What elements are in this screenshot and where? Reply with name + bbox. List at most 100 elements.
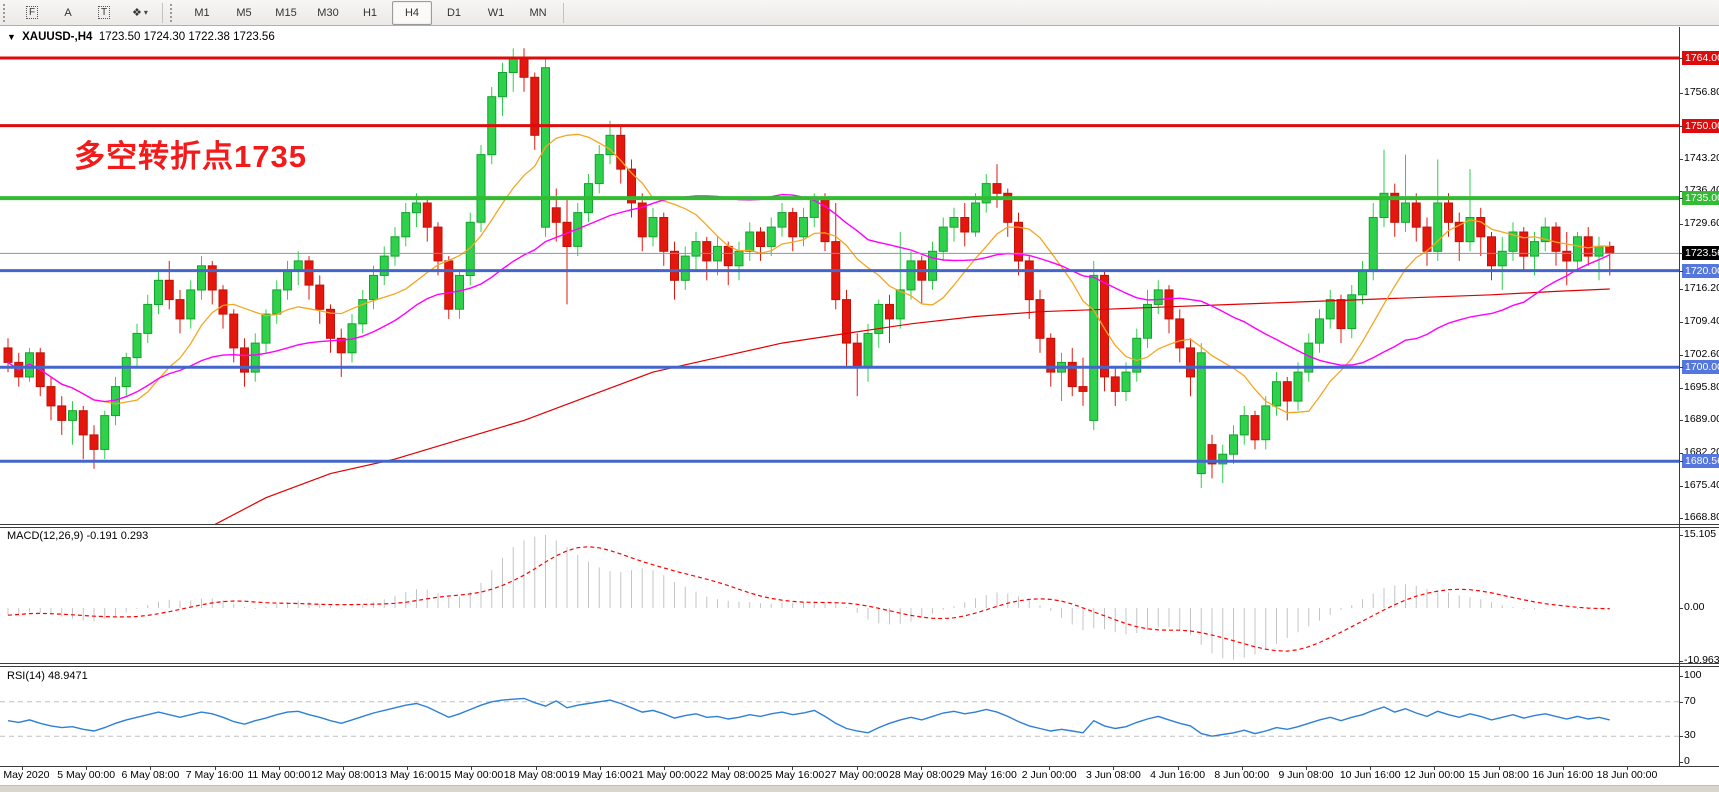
candle-bullish (132, 332, 142, 359)
toolbar-grip[interactable] (3, 3, 10, 22)
candle-bullish (1540, 226, 1550, 243)
timeframe-button-m1[interactable]: M1 (194, 6, 210, 19)
candle-bullish (648, 217, 658, 238)
candle-bullish (949, 217, 959, 228)
main-chart[interactable] (0, 27, 1719, 524)
candle-bearish (1014, 221, 1023, 262)
time-tick-mark (86, 766, 88, 770)
time-tick-mark (728, 766, 730, 770)
macd-panel[interactable] (0, 528, 1719, 663)
price-level-label: 1735.00 (1682, 191, 1719, 206)
candle-bullish (605, 134, 615, 156)
toolbar: F A T ❖ ▾ M1 M5 M15 M30 H1 H4 D1 W1 MN (0, 0, 1719, 26)
time-axis-label: 13 May 16:00 (375, 769, 440, 781)
candle-bearish (1067, 361, 1077, 388)
candle-bullish (390, 236, 400, 257)
time-tick-mark (22, 766, 23, 770)
candle-bearish (1519, 231, 1529, 257)
price-axis-tick-label: 1756.80 (1684, 85, 1719, 98)
text-label-glyph: A (64, 6, 72, 19)
axis-tick-mark (1679, 420, 1683, 422)
candle-bearish (1583, 236, 1593, 257)
axis-tick-mark (1679, 676, 1683, 677)
price-axis-tick-label: 0 (1684, 755, 1690, 767)
candle-bearish (885, 303, 894, 320)
timeframe-button-mn[interactable]: MN (529, 6, 547, 19)
time-axis-label: 11 May 00:00 (247, 769, 311, 781)
candle-bearish (1003, 192, 1013, 223)
time-axis-label: 15 Jun 08:00 (1468, 769, 1529, 781)
candle-bullish (1261, 405, 1271, 441)
time-tick-mark (920, 766, 922, 770)
candle-bearish (78, 410, 88, 436)
candle-bullish (1573, 236, 1582, 262)
candle-bullish (379, 255, 389, 276)
timeframe-button-h1[interactable]: H1 (362, 6, 378, 19)
candle-bearish (852, 342, 862, 368)
timeframe-button-w1[interactable]: W1 (487, 6, 505, 19)
rsi-panel[interactable] (0, 667, 1719, 766)
time-axis-label: 10 Jun 16:00 (1339, 769, 1401, 781)
quote-open: 1723.50 (98, 31, 141, 43)
time-axis-label: 18 Jun 00:00 (1596, 769, 1658, 781)
timeframe-button-d1[interactable]: D1 (446, 6, 462, 19)
text-box-icon[interactable]: T (87, 1, 121, 25)
candle-bullish (401, 212, 411, 238)
timeframe-button-m5[interactable]: M5 (236, 6, 252, 19)
candle-bearish (1164, 289, 1174, 320)
price-level-label: 1723.56 (1682, 246, 1719, 261)
candle-bullish (1239, 415, 1249, 436)
candle-bullish (745, 231, 755, 252)
candle-bullish (766, 226, 776, 247)
candle-bullish (680, 255, 690, 281)
candle-bullish (186, 289, 196, 320)
timeframe-button-m15[interactable]: M15 (275, 6, 297, 19)
symbol-collapse-icon[interactable]: ▼ (7, 32, 16, 42)
price-axis-tick-label: -10.963 (1684, 653, 1719, 666)
time-axis-label: 9 Jun 08:00 (1278, 769, 1334, 781)
candle-bullish (799, 217, 808, 238)
panel-separator-macd-rsi[interactable] (0, 663, 1719, 667)
price-axis-tick-label: 1709.40 (1684, 314, 1719, 327)
candle-bearish (207, 265, 217, 291)
candle-bullish (250, 342, 260, 373)
candle-bullish (508, 57, 518, 73)
timeframe-button-m30[interactable]: M30 (317, 6, 339, 19)
axis-tick-mark (1679, 253, 1683, 255)
price-level-label: 1700.00 (1682, 360, 1719, 375)
candle-bullish (928, 250, 937, 281)
price-level-label: 1750.00 (1682, 118, 1719, 133)
candle-bearish (616, 134, 626, 170)
time-tick-mark (1562, 766, 1564, 770)
price-axis-tick-label: 15.105 (1684, 528, 1717, 540)
candle-bearish (1175, 318, 1185, 349)
toolbar-grip-2[interactable] (170, 3, 177, 22)
price-axis-tick-label: 1675.40 (1684, 479, 1719, 492)
panel-separator-main-macd[interactable] (0, 524, 1719, 528)
price-axis-tick-label: 1689.00 (1684, 413, 1719, 426)
price-level-label: 1764.00 (1682, 51, 1719, 65)
candle-bodies-layer (3, 57, 1615, 475)
candle-bullish (100, 415, 110, 450)
time-tick-mark (1498, 766, 1500, 770)
candle-bullish (1315, 318, 1324, 344)
candle-bearish (627, 168, 636, 204)
time-axis-label: 12 May 08:00 (311, 769, 375, 781)
candle-bullish (272, 289, 282, 315)
candle-bullish (863, 332, 873, 368)
time-axis-border (0, 766, 1719, 767)
symbol-quote-bar: ▼ XAUUSD-,H4 1723.50 1724.30 1722.38 172… (7, 31, 275, 43)
candle-bearish (433, 226, 443, 262)
time-axis-label: 16 Jun 16:00 (1532, 769, 1594, 781)
candle-bullish (1153, 289, 1163, 305)
shapes-dropdown-icon[interactable]: ❖ ▾ (123, 1, 157, 25)
candle-bullish (1325, 299, 1335, 320)
candle-bullish (1089, 274, 1099, 421)
price-level-label: 1720.00 (1682, 263, 1719, 278)
candle-bearish (57, 405, 67, 421)
chart-window-icon[interactable]: F (15, 1, 49, 25)
timeframe-button-h4[interactable]: H4 (392, 0, 432, 25)
candle-bearish (1411, 202, 1421, 228)
text-label-icon[interactable]: A (51, 1, 85, 25)
candle-bullish (1293, 371, 1303, 402)
